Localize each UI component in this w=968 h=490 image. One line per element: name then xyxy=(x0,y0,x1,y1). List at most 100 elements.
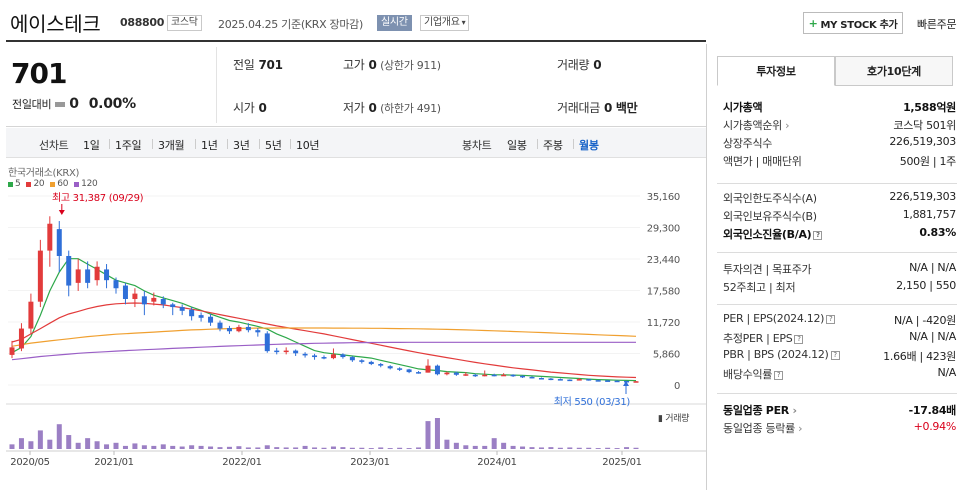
volume-bar xyxy=(482,445,488,449)
candle-body xyxy=(595,380,601,382)
help-icon[interactable]: ? xyxy=(813,231,823,240)
price-chart[interactable]: 35,160 29,300 23,440 17,580 11,720 5,860 0 최고 3… xyxy=(0,186,706,490)
candle-body xyxy=(85,269,91,283)
help-icon[interactable]: ? xyxy=(794,335,804,344)
volume-bar xyxy=(160,444,166,449)
help-icon[interactable]: ? xyxy=(774,371,784,380)
add-mystock-button[interactable]: + MY STOCK 추가 xyxy=(803,12,903,34)
info-label: PER | EPS(2024.12)? xyxy=(723,312,836,328)
info-value: 1,588억원 xyxy=(903,101,956,114)
ma60-line xyxy=(11,327,637,347)
volume-bar xyxy=(633,447,639,449)
candle-body xyxy=(293,350,299,354)
info-row: 외국인보유주식수(B) 1,881,757 xyxy=(723,208,956,224)
low-label: 저가 xyxy=(343,101,365,115)
flat-icon xyxy=(55,101,66,107)
tab-weekly[interactable]: 주봉 xyxy=(537,139,563,152)
info-row: 시가총액 1,588억원 xyxy=(723,99,956,115)
volume-bar xyxy=(624,447,630,449)
high-price: 고가 0 (상한가 911) xyxy=(343,56,441,73)
open-value: 0 xyxy=(258,101,267,115)
candle-body xyxy=(397,368,403,370)
company-info-dropdown[interactable]: 기업개요 ▾ xyxy=(420,15,470,31)
open-price: 시가 0 xyxy=(233,99,267,116)
info-label[interactable]: 동일업종 등락률 › xyxy=(723,422,803,435)
change-row: 전일대비 0 0.00% xyxy=(12,96,136,112)
quick-order-link[interactable]: 빠른주문 xyxy=(917,18,957,31)
volume-stat: 거래량 0 xyxy=(557,56,602,73)
volume-bar xyxy=(359,447,365,449)
legend-swatch-ma5 xyxy=(8,181,13,187)
tab-orderbook[interactable]: 호가10단계 xyxy=(835,56,953,86)
volume-bar xyxy=(189,445,195,449)
change-percent: 0.00% xyxy=(88,96,136,112)
volume-bar xyxy=(576,447,582,449)
volume-bar xyxy=(434,418,440,449)
y-tick-label: 23,440 xyxy=(647,255,680,266)
prev-close-label: 전일 xyxy=(233,58,255,72)
volume-bar xyxy=(605,447,611,449)
candle-body xyxy=(557,379,563,381)
candle-body xyxy=(37,250,43,302)
quote-bottom-divider xyxy=(6,126,706,127)
tab-monthly[interactable]: 월봉 xyxy=(573,139,599,152)
volume-bar xyxy=(302,445,308,449)
candle-body xyxy=(208,316,214,323)
help-icon[interactable]: ? xyxy=(826,315,836,324)
volume-bar xyxy=(463,445,469,449)
tab-10years[interactable]: 10년 xyxy=(289,139,320,152)
volume-bar xyxy=(510,445,516,449)
info-label: 외국인소진율(B/A)? xyxy=(723,226,823,242)
volume-bar xyxy=(132,443,138,449)
legend-label-ma60: 60 xyxy=(57,179,69,189)
candle-body xyxy=(330,354,336,359)
info-label: 상장주식수 xyxy=(723,137,773,150)
candle-body xyxy=(416,372,422,374)
volume-bar xyxy=(245,447,251,449)
volume-bar xyxy=(9,444,15,449)
candle-body xyxy=(434,365,440,375)
candle-body xyxy=(340,354,346,358)
info-label[interactable]: 동일업종 PER › xyxy=(723,404,797,417)
info-label[interactable]: 시가총액순위 › xyxy=(723,119,790,132)
volume-bar xyxy=(520,446,526,449)
candle-body xyxy=(387,366,393,369)
tab-3months[interactable]: 3개월 xyxy=(151,139,185,152)
legend-label-ma20: 20 xyxy=(33,179,45,189)
tab-5years[interactable]: 5년 xyxy=(259,139,282,152)
realtime-button[interactable]: 실시간 xyxy=(377,15,412,31)
low-arrow-icon xyxy=(623,381,629,386)
volume-bar xyxy=(113,442,119,449)
candle-body xyxy=(406,369,412,373)
info-label: PBR | BPS (2024.12)? xyxy=(723,348,840,364)
tab-1week[interactable]: 1주일 xyxy=(108,139,142,152)
volume-bar xyxy=(255,447,261,449)
chevron-down-icon: ▾ xyxy=(461,18,466,27)
tab-3years[interactable]: 3년 xyxy=(227,139,250,152)
volume-bar xyxy=(293,447,299,449)
volume-bar xyxy=(274,447,280,449)
volume-bar xyxy=(283,447,289,449)
tab-1day[interactable]: 1일 xyxy=(83,139,100,152)
y-tick-label: 35,160 xyxy=(647,192,680,203)
tab-daily[interactable]: 일봉 xyxy=(507,139,527,152)
info-row: 동일업종 PER › -17.84배 xyxy=(723,402,956,418)
volume-bar xyxy=(529,447,535,449)
legend-swatch-ma20 xyxy=(26,181,32,187)
chevron-right-icon: › xyxy=(794,422,803,435)
tab-investment-info[interactable]: 투자정보 xyxy=(717,56,835,86)
volume-bar xyxy=(198,445,204,449)
y-tick-label: 11,720 xyxy=(647,318,680,329)
y-tick-label: 5,860 xyxy=(653,350,680,361)
candle-body xyxy=(548,378,554,381)
x-tick-label: 2023/01 xyxy=(350,457,389,468)
add-mystock-label: MY STOCK 추가 xyxy=(820,19,898,31)
volume-bar xyxy=(122,445,128,449)
info-row: 동일업종 등락률 › +0.94% xyxy=(723,420,956,436)
volume-bar xyxy=(226,446,232,449)
help-icon[interactable]: ? xyxy=(830,351,840,360)
chevron-right-icon: › xyxy=(788,404,797,417)
tab-1year[interactable]: 1년 xyxy=(195,139,218,152)
volume-bar xyxy=(47,439,53,449)
volume-bar xyxy=(472,445,478,449)
